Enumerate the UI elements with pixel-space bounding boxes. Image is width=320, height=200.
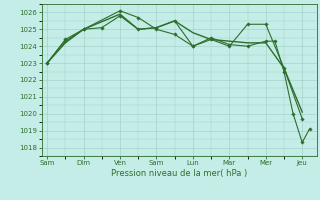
X-axis label: Pression niveau de la mer( hPa ): Pression niveau de la mer( hPa ): [111, 169, 247, 178]
